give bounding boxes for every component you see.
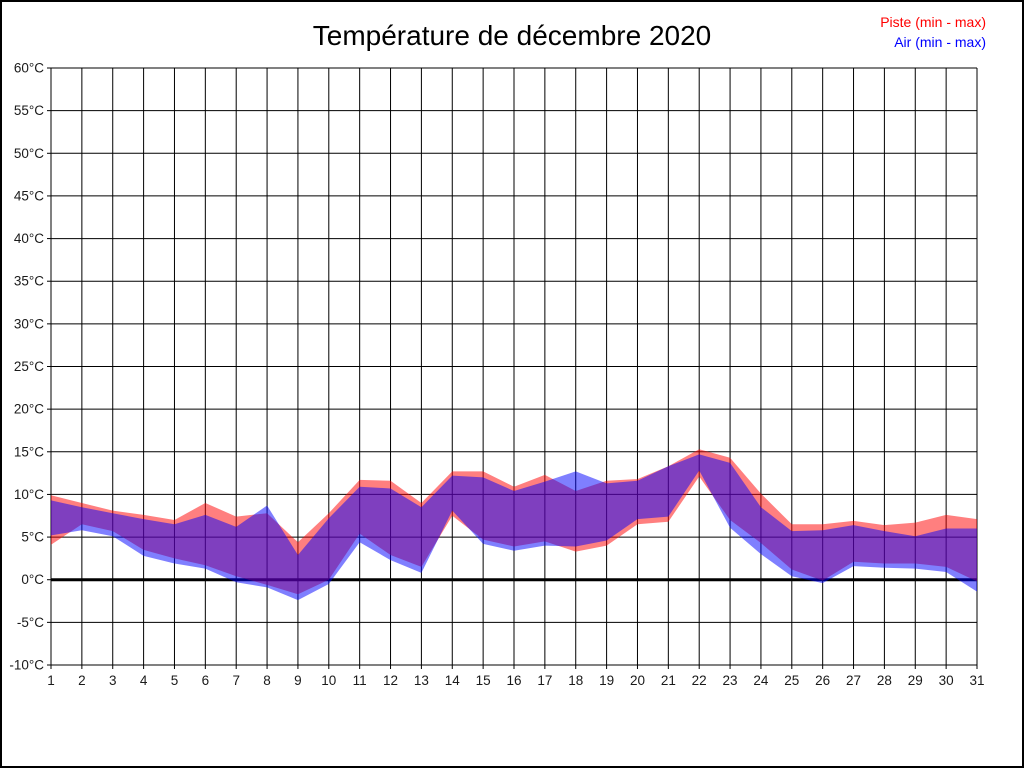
y-tick-label: 45°C: [14, 188, 44, 203]
y-tick-label: 20°C: [14, 402, 44, 417]
x-tick-label: 6: [202, 673, 210, 688]
x-tick-label: 23: [723, 673, 738, 688]
x-tick-label: 3: [109, 673, 117, 688]
y-tick-label: 40°C: [14, 231, 44, 246]
x-tick-label: 29: [908, 673, 923, 688]
x-tick-label: 16: [506, 673, 521, 688]
y-tick-label: -5°C: [17, 615, 44, 630]
x-tick-label: 27: [846, 673, 861, 688]
x-tick-label: 2: [78, 673, 86, 688]
y-tick-label: 5°C: [21, 530, 44, 545]
y-tick-label: 55°C: [14, 103, 44, 118]
x-tick-label: 26: [815, 673, 830, 688]
x-tick-label: 19: [599, 673, 614, 688]
x-tick-label: 20: [630, 673, 645, 688]
y-tick-label: 25°C: [14, 359, 44, 374]
air-band: [51, 454, 977, 601]
y-tick-label: 15°C: [14, 444, 44, 459]
x-tick-label: 13: [414, 673, 429, 688]
x-tick-label: 14: [445, 673, 461, 688]
x-tick-label: 1: [47, 673, 55, 688]
x-tick-label: 5: [171, 673, 179, 688]
y-tick-label: 30°C: [14, 316, 44, 331]
x-tick-label: 15: [476, 673, 491, 688]
x-tick-label: 12: [383, 673, 398, 688]
axis-ticks: [47, 67, 978, 669]
x-tick-label: 17: [537, 673, 552, 688]
x-tick-label: 28: [877, 673, 892, 688]
legend: Piste (min - max) Air (min - max): [880, 12, 986, 52]
y-tick-label: 10°C: [14, 487, 44, 502]
x-tick-label: 10: [321, 673, 336, 688]
x-axis-labels: 1 2 3 4 5 6 7 8 9 10 11 12 13 14 15 16 17 18 19 20 21 22 23 24 2…: [47, 673, 984, 688]
x-tick-label: 25: [784, 673, 799, 688]
y-tick-label: 60°C: [14, 61, 44, 76]
y-tick-label: 50°C: [14, 146, 44, 161]
legend-item-air: Air (min - max): [894, 34, 986, 50]
x-tick-label: 24: [753, 673, 769, 688]
legend-item-piste: Piste (min - max): [880, 14, 986, 30]
x-tick-label: 11: [353, 673, 367, 688]
chart-title: Température de décembre 2020: [312, 20, 712, 51]
x-tick-label: 8: [263, 673, 271, 688]
x-tick-label: 9: [294, 673, 302, 688]
x-tick-label: 21: [661, 673, 676, 688]
x-tick-label: 22: [692, 673, 707, 688]
y-axis-labels: -10°C -5°C 0°C 5°C 10°C 15°C 20°C 25°C 30°C 35°C 4…: [9, 61, 44, 673]
y-tick-label: 35°C: [14, 274, 44, 289]
y-tick-label: -10°C: [9, 658, 44, 673]
gridlines: [50, 67, 978, 666]
x-tick-label: 4: [140, 673, 148, 688]
y-tick-label: 0°C: [21, 572, 44, 587]
x-tick-label: 7: [232, 673, 240, 688]
x-tick-label: 18: [568, 673, 583, 688]
x-tick-label: 31: [969, 673, 984, 688]
x-tick-label: 30: [939, 673, 954, 688]
